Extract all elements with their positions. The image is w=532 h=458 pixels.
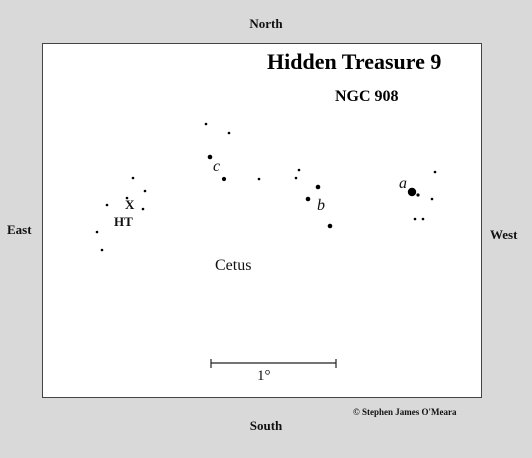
star	[257, 177, 261, 181]
star	[421, 217, 425, 221]
compass-south-label: South	[249, 418, 283, 433]
compass-west-label: West	[490, 227, 518, 242]
compass-north-label: North	[249, 16, 283, 31]
star-a	[407, 187, 417, 197]
compass-east-label: East	[7, 222, 32, 237]
star	[105, 203, 109, 207]
star	[416, 193, 420, 197]
star-field	[95, 122, 437, 368]
star	[125, 196, 129, 200]
star	[315, 184, 321, 190]
star	[294, 176, 298, 180]
star	[327, 223, 333, 229]
star	[305, 196, 311, 202]
star-chart-panel: Hidden Treasure 9 NGC 908 X HT c b a Cet…	[42, 43, 482, 417]
copyright-text: © Stephen James O'Meara	[353, 407, 457, 417]
chart-title: Hidden Treasure 9	[267, 49, 442, 74]
scale-label: 1°	[257, 368, 271, 384]
scale-bar	[210, 359, 337, 368]
star	[100, 248, 104, 252]
star	[95, 230, 99, 234]
star	[207, 154, 213, 160]
star	[221, 176, 227, 182]
star-label-a: a	[399, 175, 407, 192]
star	[297, 168, 301, 172]
chart-subtitle: NGC 908	[335, 88, 399, 105]
star	[433, 170, 437, 174]
star-label-b: b	[317, 197, 325, 214]
star	[430, 197, 434, 201]
constellation-label: Cetus	[215, 257, 252, 274]
star	[413, 217, 417, 221]
star	[227, 131, 231, 135]
target-label-ht: HT	[114, 214, 133, 229]
star	[141, 207, 145, 211]
star-label-c: c	[213, 158, 221, 175]
star	[131, 176, 135, 180]
star	[143, 189, 147, 193]
star	[204, 122, 208, 126]
target-marker-x: X	[125, 197, 135, 212]
